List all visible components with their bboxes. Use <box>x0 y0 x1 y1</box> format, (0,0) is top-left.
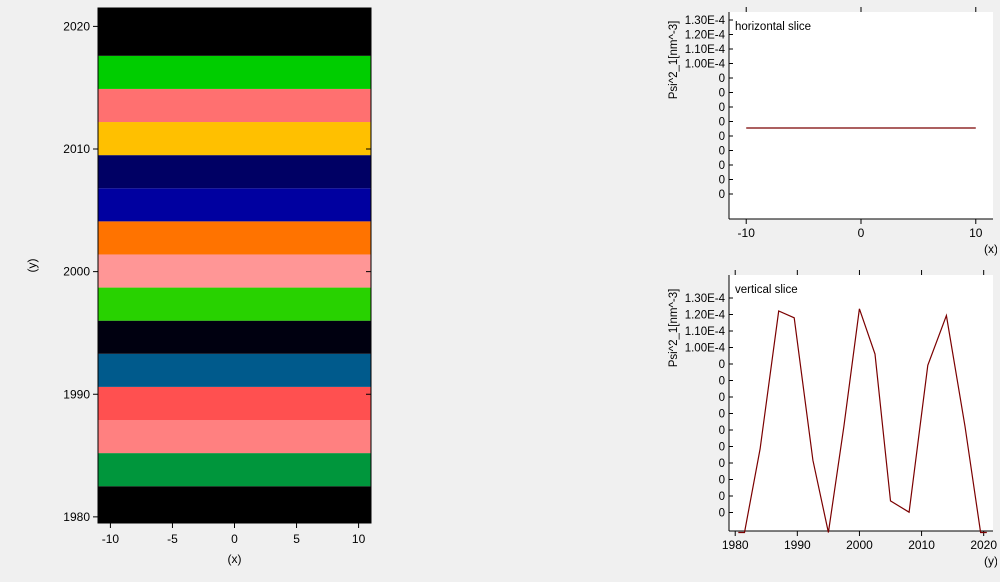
heatmap-band <box>98 122 371 156</box>
x-tick-label: 0 <box>858 226 865 240</box>
x-axis-label: (y) <box>984 554 997 568</box>
x-tick-label: -10 <box>102 532 120 546</box>
heatmap-chart: -10 -5 0 5 10 1980 1990 2000 2010 2020 (x) (y) <box>25 7 372 566</box>
y-tick-label: 1.20E-4 <box>685 310 726 322</box>
horizontal-slice-chart: 1.30E-4 1.20E-4 1.10E-4 1.00E-4 0 0 0 0 0 0 0 0 0 -10… <box>668 7 998 256</box>
y-axis-label: Psi^2_1[nm^-3] <box>668 21 680 100</box>
y-tick-label: 1.30E-4 <box>685 293 726 305</box>
series-line <box>738 308 987 534</box>
y-axis-label: Psi^2_1[nm^-3] <box>668 289 680 368</box>
x-axis-label: (x) <box>984 242 997 256</box>
y-tick-label: 1.00E-4 <box>685 59 726 71</box>
y-tick-label: 0 <box>719 175 725 187</box>
heatmap-band <box>98 8 371 56</box>
x-tick-label: 10 <box>969 226 983 240</box>
y-tick-label: 2010 <box>63 142 90 156</box>
heatmap-band <box>98 155 371 189</box>
plot-title: horizontal slice <box>735 21 811 33</box>
y-tick-label: 0 <box>719 425 725 437</box>
heatmap-band <box>98 353 371 387</box>
heatmap-band <box>98 486 371 523</box>
plot-area <box>729 12 993 219</box>
y-tick-label: 0 <box>719 359 725 371</box>
y-tick-label: 0 <box>719 146 725 158</box>
y-tick-label: 0 <box>719 160 725 172</box>
y-tick-label: 0 <box>719 491 725 503</box>
y-tick-label: 1.10E-4 <box>685 326 726 338</box>
y-tick-label: 1.20E-4 <box>685 30 726 42</box>
y-tick-label: 0 <box>719 102 725 114</box>
heatmap-band <box>98 55 371 89</box>
y-tick-label: 0 <box>719 189 725 201</box>
x-tick-label: 1980 <box>722 538 749 552</box>
vertical-slice-chart: 1.30E-4 1.20E-4 1.10E-4 1.00E-4 0 0 0 0 0 0 0 0 0 0 19… <box>668 270 998 568</box>
y-tick-label: 0 <box>719 392 725 404</box>
y-tick-label: 1980 <box>63 510 90 524</box>
x-tick-label: 2000 <box>846 538 873 552</box>
y-tick-label: 0 <box>719 475 725 487</box>
heatmap-band <box>98 386 371 420</box>
plot-area <box>729 275 993 531</box>
heatmap-band <box>98 254 371 288</box>
x-tick-label: 10 <box>352 532 366 546</box>
x-tick-label: 1990 <box>784 538 811 552</box>
y-tick-label: 0 <box>719 442 725 454</box>
vertical-slice-panel: 1.30E-4 1.20E-4 1.10E-4 1.00E-4 0 0 0 0 0 0 0 0 0 0 19… <box>663 268 998 577</box>
y-tick-label: 1.10E-4 <box>685 44 726 56</box>
y-tick-label: 0 <box>719 458 725 470</box>
x-tick-label: 2010 <box>908 538 935 552</box>
heatmap-band <box>98 420 371 454</box>
heatmap-band <box>98 88 371 123</box>
y-tick-label: 0 <box>719 88 725 100</box>
x-tick-label: 2020 <box>970 538 997 552</box>
y-tick-label: 0 <box>719 117 725 129</box>
y-tick-label: 2000 <box>63 265 90 279</box>
heatmap-band <box>98 453 371 487</box>
x-tick-label: 5 <box>293 532 300 546</box>
plot-title: vertical slice <box>735 284 798 296</box>
y-tick-label: 2020 <box>63 19 90 33</box>
y-tick-label: 0 <box>719 73 725 85</box>
y-tick-label: 0 <box>719 409 725 421</box>
heatmap-band <box>98 287 371 321</box>
y-tick-label: 1.30E-4 <box>685 15 726 27</box>
x-tick-label: 0 <box>231 532 238 546</box>
x-tick-label: -10 <box>738 226 756 240</box>
heatmap-band <box>98 188 371 222</box>
y-axis-label: (y) <box>25 259 39 273</box>
horizontal-slice-panel: 1.30E-4 1.20E-4 1.10E-4 1.00E-4 0 0 0 0 0 0 0 0 0 -10… <box>663 2 998 264</box>
heatmap-panel: -10 -5 0 5 10 1980 1990 2000 2010 2020 (x) (y) <box>25 7 372 566</box>
x-axis-label: (x) <box>228 552 242 566</box>
y-tick-label: 0 <box>719 131 725 143</box>
x-tick-label: -5 <box>167 532 178 546</box>
y-tick-label: 0 <box>719 376 725 388</box>
y-tick-label: 1990 <box>63 387 90 401</box>
heatmap-band <box>98 221 371 255</box>
y-tick-label: 0 <box>719 508 725 520</box>
y-tick-label: 1.00E-4 <box>685 343 726 355</box>
heatmap-band <box>98 320 371 354</box>
